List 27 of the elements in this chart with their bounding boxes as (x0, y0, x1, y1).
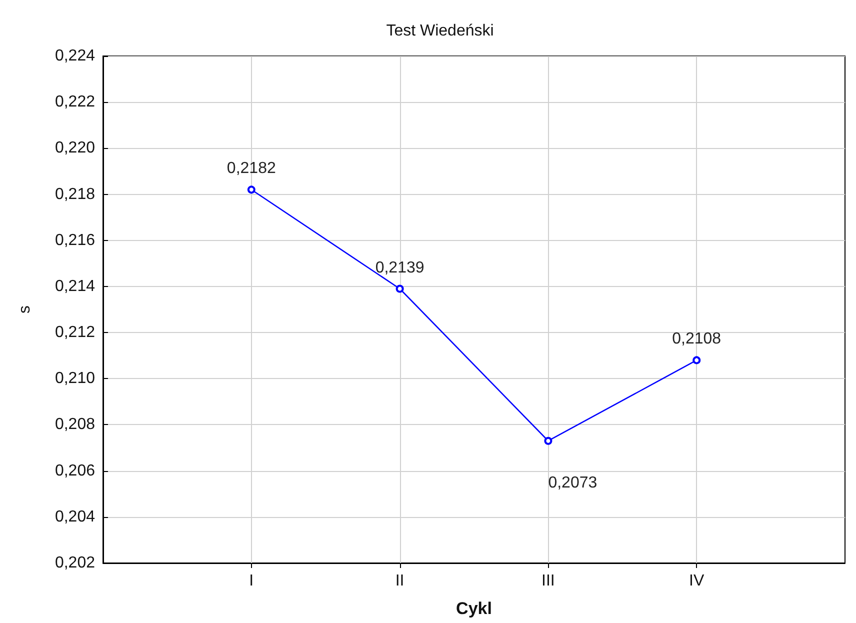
x-axis-title: Cykl (456, 599, 492, 618)
x-tick-label: I (249, 572, 254, 590)
y-tick-label: 0,220 (54, 140, 96, 157)
x-tick-label: IV (689, 572, 704, 590)
data-label: 0,2182 (226, 160, 276, 178)
y-tick-label: 0,214 (54, 278, 96, 295)
y-tick-label: 0,216 (54, 232, 96, 249)
y-tick-label: 0,212 (54, 324, 96, 342)
point (544, 436, 552, 445)
y-tick-label: 0,218 (54, 186, 96, 203)
y-axis-title: s (16, 306, 34, 314)
y-tick-label: 0,208 (54, 416, 96, 434)
y-tick-label: 0,210 (54, 370, 96, 388)
data-label: 0,2139 (375, 259, 424, 276)
y-tick-label: 0,222 (54, 94, 96, 111)
y-tick-label: 0,204 (54, 508, 96, 526)
x-tick-label: II (395, 572, 404, 590)
data-label: 0,2108 (672, 330, 722, 348)
x-tick-label: III (542, 572, 555, 590)
point (247, 186, 256, 194)
data-label: 0,2073 (548, 474, 598, 492)
chart-title: Test Wiedeński (386, 22, 494, 40)
y-tick-label: 0,202 (54, 554, 96, 572)
y-tick-label: 0,224 (54, 48, 96, 64)
point (692, 356, 701, 364)
y-tick-label: 0,206 (54, 462, 96, 480)
point (396, 284, 404, 293)
